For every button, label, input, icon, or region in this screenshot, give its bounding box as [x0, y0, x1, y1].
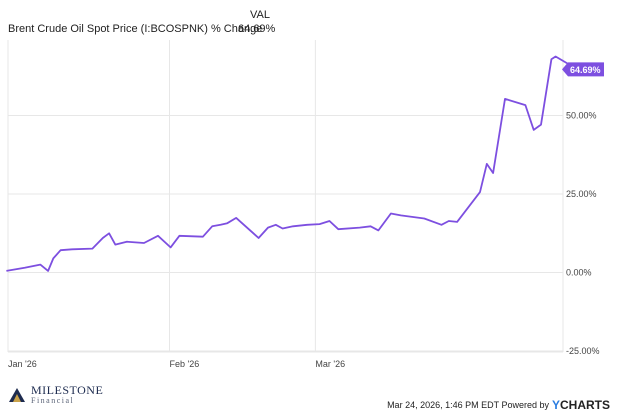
ycharts-logo: YCHARTS: [552, 398, 610, 412]
x-tick-label: Jan '26: [8, 359, 37, 369]
ycharts-logo-text: CHARTS: [560, 398, 610, 412]
end-value-tag: [562, 62, 604, 77]
value-column-header: VAL: [250, 9, 270, 21]
series-legend-value: 64.69%: [238, 23, 276, 35]
end-value-label: 64.69%: [570, 65, 601, 75]
y-tick-label: 25.00%: [566, 189, 597, 199]
series-line: [6, 55, 578, 272]
milestone-logo: MILESTONE Financial: [8, 384, 103, 405]
y-tick-label: 0.00%: [566, 268, 592, 278]
footer-timestamp: Mar 24, 2026, 1:46 PM EDT Powered by: [387, 400, 549, 410]
series-legend-label: Brent Crude Oil Spot Price (I:BCOSPNK) %…: [8, 23, 263, 35]
logo-name: MILESTONE: [31, 383, 104, 397]
y-tick-label: 50.00%: [566, 111, 597, 121]
footer: Mar 24, 2026, 1:46 PM EDT Powered by YCH…: [387, 398, 610, 412]
x-tick-label: Feb '26: [170, 359, 200, 369]
x-tick-label: Mar '26: [315, 359, 345, 369]
y-tick-label: -25.00%: [566, 346, 600, 356]
logo-subtitle: Financial: [31, 396, 75, 405]
ycharts-logo-y: Y: [551, 398, 560, 412]
milestone-logo-icon: [9, 387, 25, 402]
